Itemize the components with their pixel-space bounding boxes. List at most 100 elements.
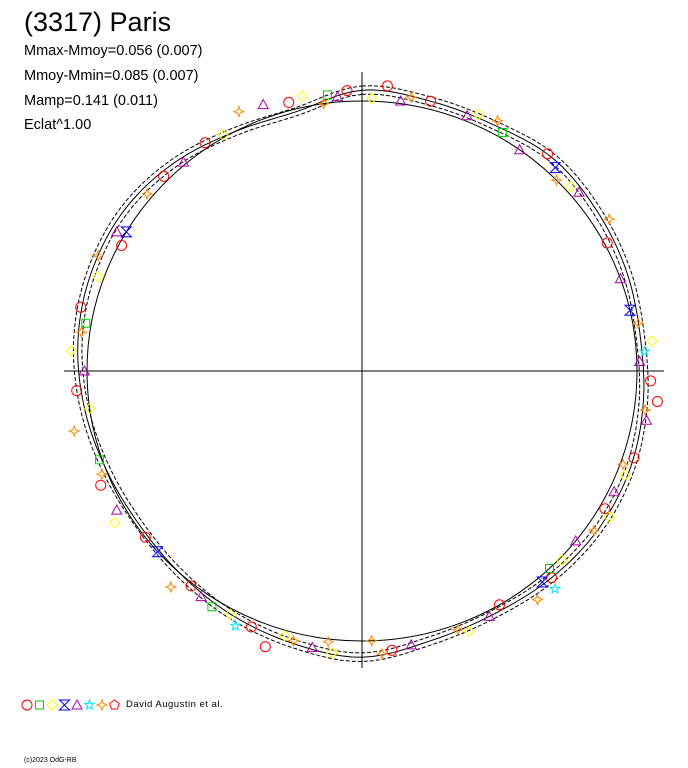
- legend-symbol-diamond: [46, 699, 58, 711]
- data-point-diamond: [92, 271, 105, 283]
- data-point-diamond: [463, 625, 475, 638]
- series-square: [81, 90, 554, 612]
- data-point-bowtie: [536, 576, 549, 588]
- data-point-circle: [599, 503, 611, 515]
- data-point-diamond: [109, 516, 121, 529]
- data-point-diamond: [326, 647, 338, 659]
- data-point-circle: [542, 148, 554, 160]
- data-point-diamond: [83, 402, 96, 415]
- data-point-circle: [185, 580, 197, 592]
- data-point-triangle: [306, 641, 319, 652]
- data-point-diamond: [224, 608, 237, 620]
- data-point-triangle: [608, 485, 620, 497]
- data-point-square: [94, 455, 104, 465]
- series-triangle: [78, 90, 653, 652]
- series-bowtie: [120, 162, 637, 588]
- data-point-cross-star: [317, 97, 331, 110]
- data-point-triangle: [640, 414, 653, 425]
- data-point-circle: [199, 137, 211, 149]
- data-point-cross-star: [631, 316, 645, 330]
- data-point-triangle: [110, 225, 123, 237]
- stat-brightness-exponent: Eclat^1.00: [24, 117, 92, 133]
- data-point-cross-star: [164, 580, 178, 594]
- data-point-triangle: [614, 272, 627, 284]
- data-point-cross-star: [451, 623, 465, 637]
- data-point-cross-star: [95, 467, 109, 481]
- legend-symbol-triangle: [71, 698, 83, 710]
- data-point-triangle: [257, 98, 270, 110]
- legend-symbol-circle: [21, 699, 33, 711]
- data-point-triangle: [110, 504, 123, 515]
- data-point-diamond: [217, 129, 229, 141]
- data-point-circle: [116, 240, 128, 251]
- data-point-cross-star: [491, 114, 504, 128]
- data-point-circle: [341, 85, 353, 97]
- data-point-diamond: [603, 511, 616, 523]
- data-point-square: [545, 564, 554, 573]
- data-point-circle: [71, 385, 83, 397]
- data-point-cross-star: [616, 457, 630, 471]
- data-point-cross-star: [531, 593, 544, 606]
- observer-credit: David Augustin et al.: [126, 699, 224, 710]
- data-point-diamond: [365, 92, 378, 105]
- data-point-diamond: [296, 90, 309, 103]
- uncertainty-curve-inner: [81, 93, 641, 654]
- legend-symbol-cross-star: [95, 698, 109, 712]
- data-point-diamond: [564, 180, 577, 193]
- data-point-circle: [283, 96, 295, 108]
- series-cross-star: [67, 90, 652, 661]
- data-point-triangle: [177, 156, 190, 167]
- stat-amplitude: Mamp=0.141 (0.011): [24, 93, 158, 109]
- data-point-diamond: [646, 335, 658, 347]
- stat-max-mean: Mmax-Mmoy=0.056 (0.007): [24, 43, 203, 59]
- data-point-triangle: [573, 186, 585, 197]
- legend-symbol-pentagon: [109, 699, 120, 710]
- data-point-triangle: [405, 638, 418, 650]
- data-point-cross-star: [67, 424, 81, 438]
- data-point-cross-star: [404, 90, 418, 104]
- data-point-circle: [651, 396, 663, 407]
- data-point-diamond: [278, 629, 291, 642]
- data-point-circle: [494, 599, 505, 611]
- data-point-cross-star: [550, 173, 563, 187]
- data-point-circle: [381, 80, 393, 92]
- data-point-triangle: [569, 534, 582, 546]
- data-point-cross-star: [321, 635, 335, 649]
- data-point-circle: [259, 641, 271, 653]
- data-point-cross-star: [587, 524, 601, 537]
- data-point-circle: [645, 375, 657, 387]
- data-point-diamond: [556, 554, 568, 567]
- data-point-diamond: [472, 108, 485, 121]
- data-point-triangle: [483, 610, 496, 621]
- data-point-circle: [75, 301, 87, 313]
- data-point-cross-star: [140, 187, 154, 201]
- data-point-bowtie: [623, 304, 637, 316]
- data-point-square: [497, 128, 507, 137]
- data-point-star: [638, 345, 651, 357]
- data-point-circle: [601, 237, 613, 249]
- legend-symbol-bowtie: [58, 699, 71, 711]
- data-point-circle: [139, 531, 151, 543]
- data-point-circle: [386, 644, 398, 656]
- data-point-triangle: [394, 94, 407, 106]
- legend-symbol-square: [35, 700, 44, 710]
- chart-title: (3317) Paris: [24, 7, 172, 37]
- data-point-star: [229, 619, 242, 632]
- data-point-cross-star: [75, 325, 88, 339]
- data-point-bowtie: [120, 226, 133, 238]
- data-point-triangle: [195, 590, 207, 602]
- observation-points: [65, 80, 663, 661]
- data-point-diamond: [65, 345, 77, 357]
- uncertainty-curve-outer: [72, 85, 649, 663]
- data-point-square: [207, 602, 217, 612]
- data-point-diamond: [618, 469, 631, 481]
- data-point-star: [548, 582, 562, 595]
- data-point-cross-star: [232, 105, 246, 118]
- data-point-cross-star: [287, 634, 300, 648]
- series-circle: [71, 80, 663, 656]
- data-point-circle: [158, 170, 170, 182]
- data-point-cross-star: [602, 212, 616, 226]
- data-point-square: [81, 318, 91, 328]
- series-star: [229, 345, 651, 632]
